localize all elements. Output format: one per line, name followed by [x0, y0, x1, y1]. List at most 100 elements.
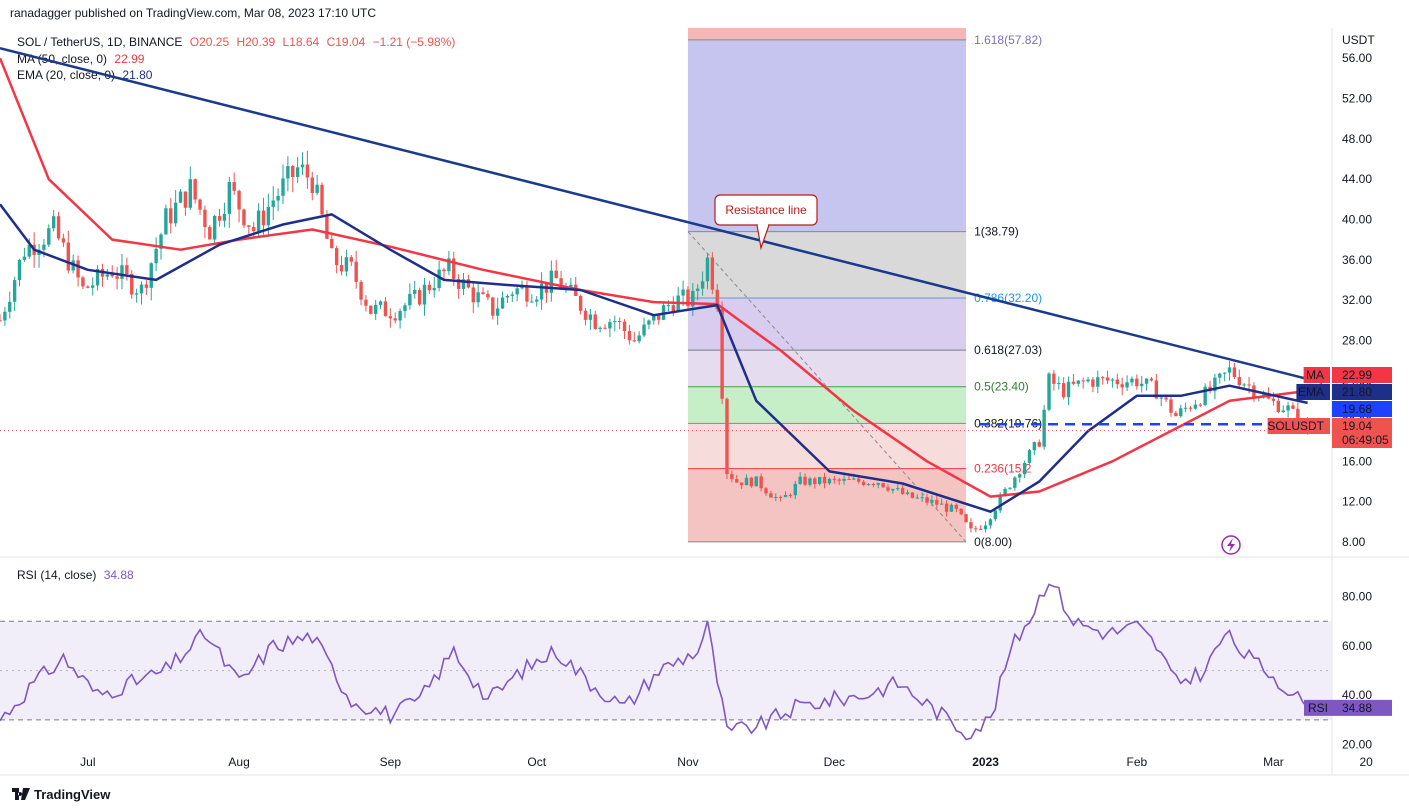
- candle: [642, 317, 646, 338]
- candle-body: [417, 290, 422, 305]
- candle-body: [354, 261, 358, 282]
- candle-body: [778, 496, 783, 498]
- candle: [1218, 372, 1222, 384]
- candle: [1276, 396, 1281, 414]
- fib-level-label: 0.786(32.20): [974, 291, 1042, 305]
- candle-body: [710, 257, 715, 290]
- callout-gap: [758, 222, 768, 226]
- candle-body: [1013, 477, 1017, 488]
- candle: [291, 164, 295, 193]
- candle: [1183, 402, 1188, 413]
- candle-body: [881, 483, 885, 488]
- candle: [725, 397, 729, 480]
- candle-body: [1169, 399, 1173, 413]
- rsi-tick-label: 60.00: [1342, 639, 1372, 653]
- candle-body: [603, 327, 607, 329]
- candle: [1193, 399, 1198, 410]
- candle: [954, 503, 959, 513]
- candle: [51, 210, 56, 232]
- candle-body: [237, 190, 241, 210]
- candle-body: [388, 316, 393, 319]
- candle: [320, 182, 324, 218]
- candle: [237, 189, 241, 223]
- candle-body: [1154, 380, 1159, 399]
- candle: [705, 253, 710, 290]
- candle-body: [822, 476, 827, 484]
- candle-body: [505, 295, 510, 298]
- candle-body: [383, 301, 388, 317]
- candle-body: [295, 167, 300, 177]
- candle-body: [749, 477, 754, 487]
- candle-body: [998, 495, 1002, 511]
- candle-body: [334, 248, 339, 266]
- callout-pointer: [756, 224, 770, 251]
- candle: [432, 277, 436, 298]
- candle-body: [456, 278, 461, 289]
- candle: [198, 198, 202, 215]
- candle: [378, 300, 383, 310]
- candle: [827, 477, 832, 486]
- candle: [578, 294, 583, 315]
- candle: [949, 503, 954, 513]
- resistance-callout: Resistance line: [714, 194, 818, 251]
- candle-body: [12, 280, 17, 302]
- candle-body: [1179, 408, 1183, 417]
- ma-legend[interactable]: MA (50, close, 0) 22.99: [17, 52, 144, 66]
- price-tick-label: 36.00: [1342, 253, 1372, 267]
- candle: [154, 237, 158, 271]
- candle-body: [920, 497, 924, 499]
- candle-body: [125, 265, 129, 274]
- symbol-name[interactable]: SOL / TetherUS, 1D, BINANCE: [17, 35, 183, 49]
- candle-body: [159, 234, 163, 249]
- candle-body: [369, 305, 373, 314]
- candle: [1281, 405, 1285, 413]
- candle: [76, 255, 80, 287]
- rsi-legend-label: RSI (14, close): [17, 568, 97, 582]
- candle-body: [461, 279, 466, 289]
- candle-body: [437, 269, 441, 289]
- candle: [530, 294, 534, 303]
- candle: [935, 495, 939, 509]
- candle: [749, 476, 754, 488]
- candle: [583, 307, 588, 326]
- candle-body: [1081, 380, 1085, 382]
- candle-body: [105, 274, 110, 277]
- candle-body: [378, 301, 383, 305]
- candle-body: [491, 297, 495, 316]
- candle: [993, 508, 998, 522]
- candle-body: [1227, 367, 1232, 373]
- candle-body: [110, 274, 114, 277]
- candle: [861, 479, 866, 487]
- candle-body: [252, 226, 256, 232]
- candle: [837, 477, 841, 485]
- tradingview-brand[interactable]: TradingView: [12, 787, 110, 802]
- candle: [769, 490, 773, 498]
- candle: [813, 476, 817, 489]
- candle-body: [959, 508, 963, 515]
- candle: [408, 283, 412, 310]
- candle: [247, 224, 251, 236]
- rsi-legend[interactable]: RSI (14, close) 34.88: [17, 568, 134, 582]
- candle-body: [1188, 407, 1193, 409]
- candle-body: [1193, 404, 1198, 409]
- candle-body: [305, 164, 310, 178]
- candle-body: [1213, 377, 1217, 392]
- candle-body: [188, 179, 192, 208]
- candle: [12, 276, 17, 312]
- candle-body: [857, 478, 861, 482]
- fib-zone: [687, 468, 967, 542]
- candle-body: [266, 206, 271, 226]
- candle-body: [593, 314, 597, 329]
- candle: [778, 495, 783, 502]
- candle: [398, 308, 402, 329]
- candle-body: [1061, 383, 1066, 398]
- candle-body: [832, 478, 837, 480]
- candle-body: [578, 295, 583, 311]
- time-tick-label: 20: [1359, 755, 1373, 769]
- rsi-value-label: RSI 34.88: [1304, 699, 1392, 716]
- price-label-countdown: 06:49:05: [1342, 433, 1389, 447]
- candle-body: [1047, 373, 1051, 410]
- candle: [388, 308, 393, 328]
